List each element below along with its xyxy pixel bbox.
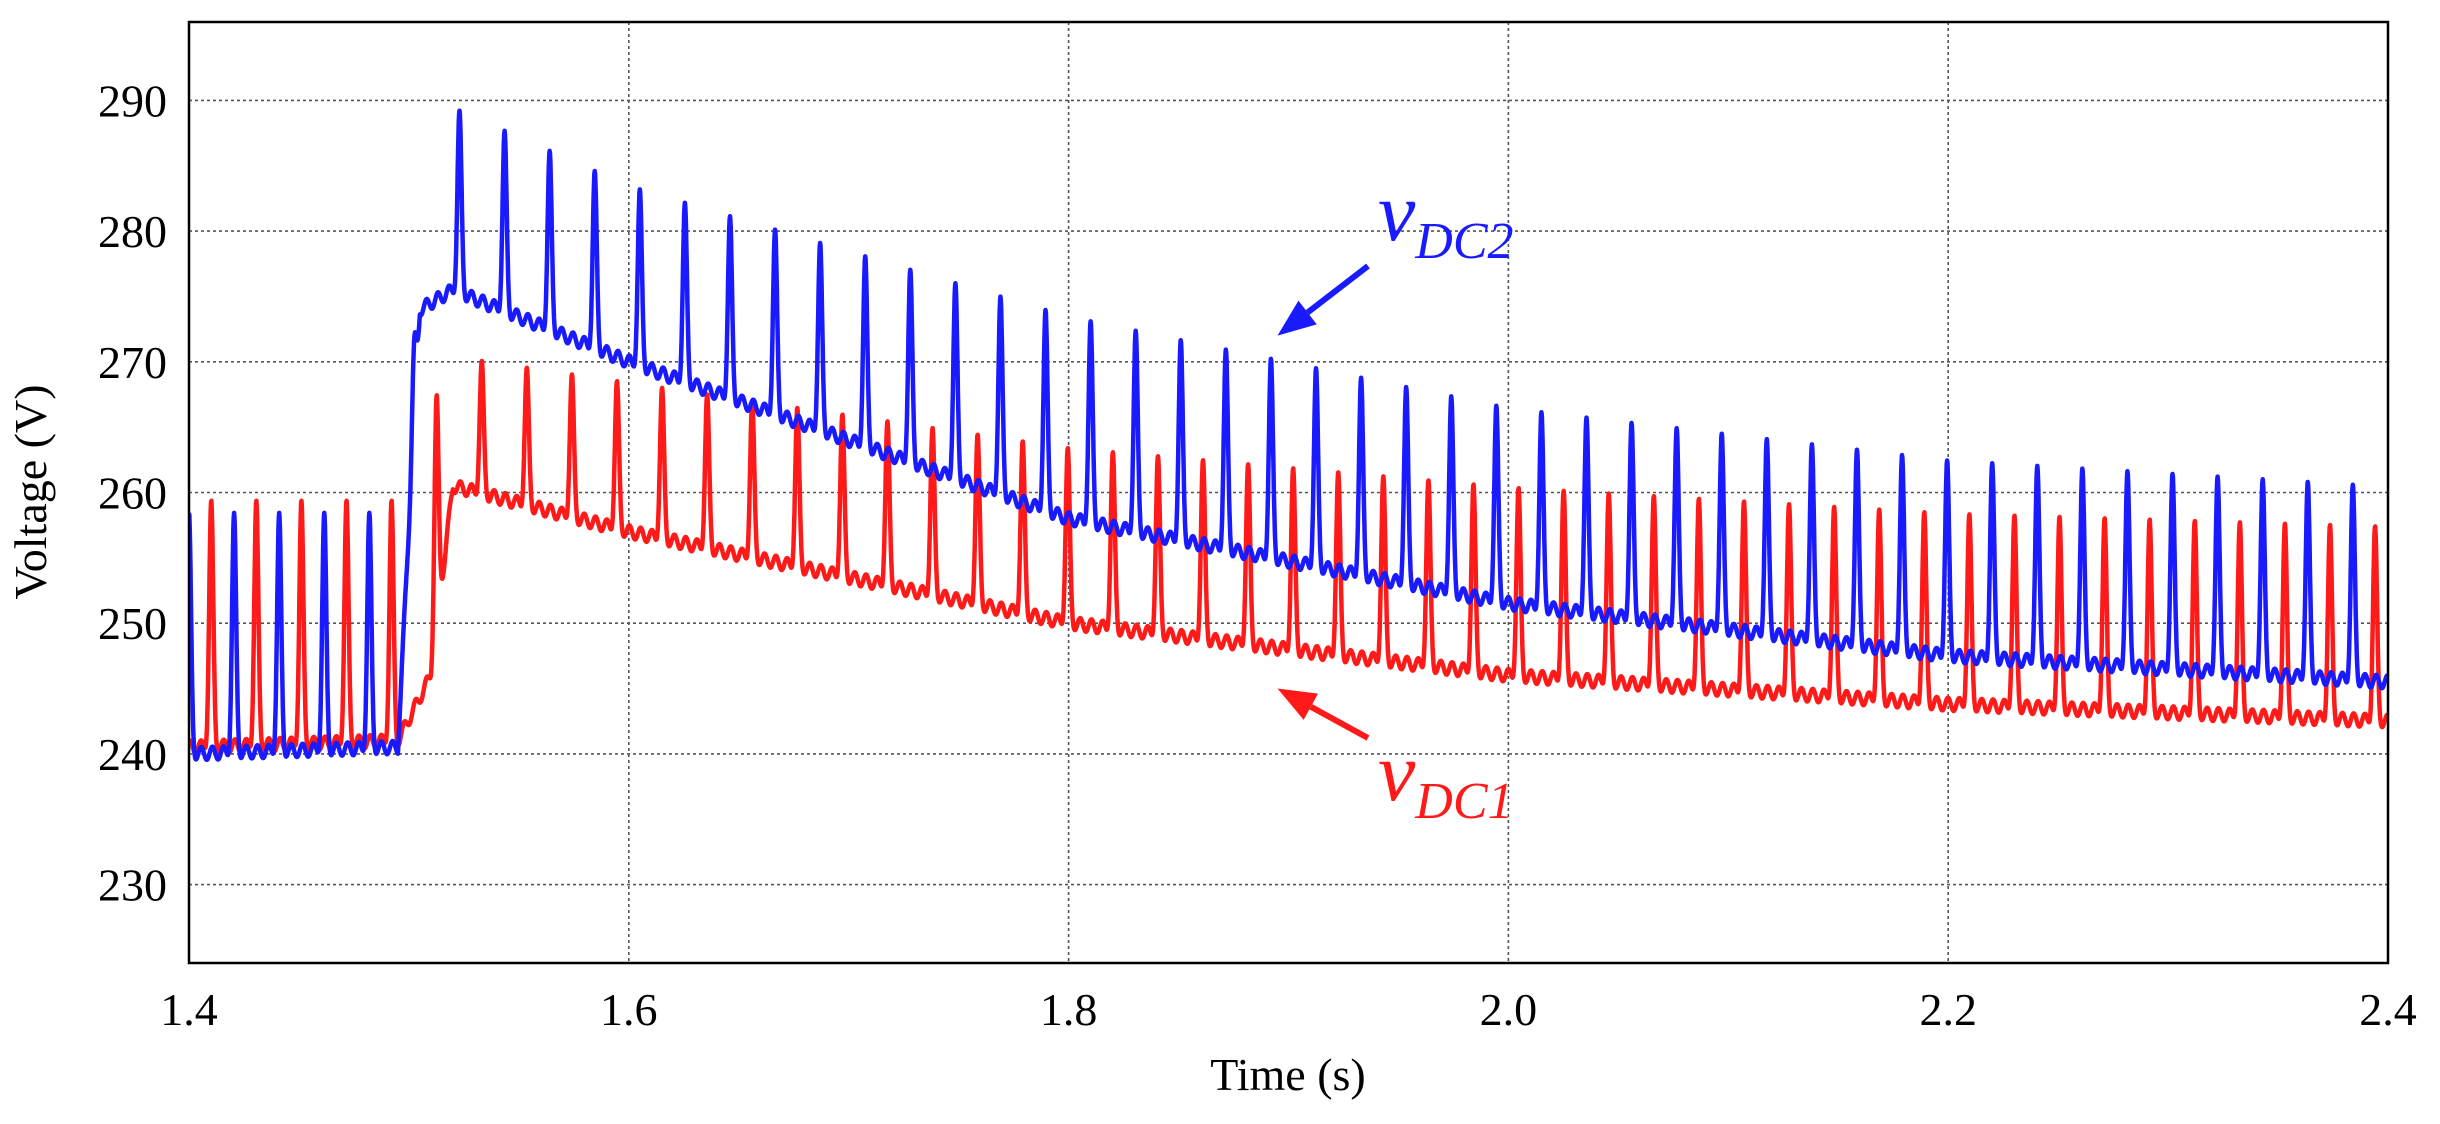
series-line-vDC2 <box>189 108 2388 763</box>
y-tick-label: 270 <box>98 337 167 388</box>
y-tick-label: 240 <box>98 729 167 780</box>
y-axis-label: Voltage (V) <box>5 384 56 599</box>
axis-ticks: 1.4 1.6 1.8 2.0 2.2 2.4 230 240 250 260 270 280 290 <box>98 75 2417 1035</box>
annotations: vDC2 vDC1 <box>1277 166 1514 830</box>
plot-frame <box>187 20 2390 965</box>
y-tick-label: 230 <box>98 860 167 911</box>
y-tick-label: 250 <box>98 598 167 649</box>
annotation-arrow-vDC1 <box>1309 704 1370 741</box>
annotation-arrow-vDC2 <box>1305 263 1370 315</box>
x-tick-label: 2.4 <box>2359 984 2417 1035</box>
y-tick-label: 290 <box>98 75 167 126</box>
annotation-arrowhead-vDC1 <box>1277 688 1319 720</box>
series-group <box>189 108 2388 763</box>
x-axis-label: Time (s) <box>1210 1049 1366 1100</box>
y-tick-label: 280 <box>98 206 167 257</box>
x-tick-label: 1.8 <box>1040 984 1098 1035</box>
x-tick-label: 1.4 <box>160 984 218 1035</box>
y-tick-label: 260 <box>98 468 167 519</box>
series-line-vDC1 <box>189 358 2388 756</box>
annotation-label-vDC2: vDC2 <box>1378 166 1514 270</box>
x-tick-label: 1.6 <box>600 984 658 1035</box>
annotation-label-vDC1: vDC1 <box>1378 726 1514 830</box>
x-tick-label: 2.0 <box>1480 984 1538 1035</box>
annotation-arrowhead-vDC2 <box>1277 300 1317 336</box>
x-tick-label: 2.2 <box>1919 984 1977 1035</box>
